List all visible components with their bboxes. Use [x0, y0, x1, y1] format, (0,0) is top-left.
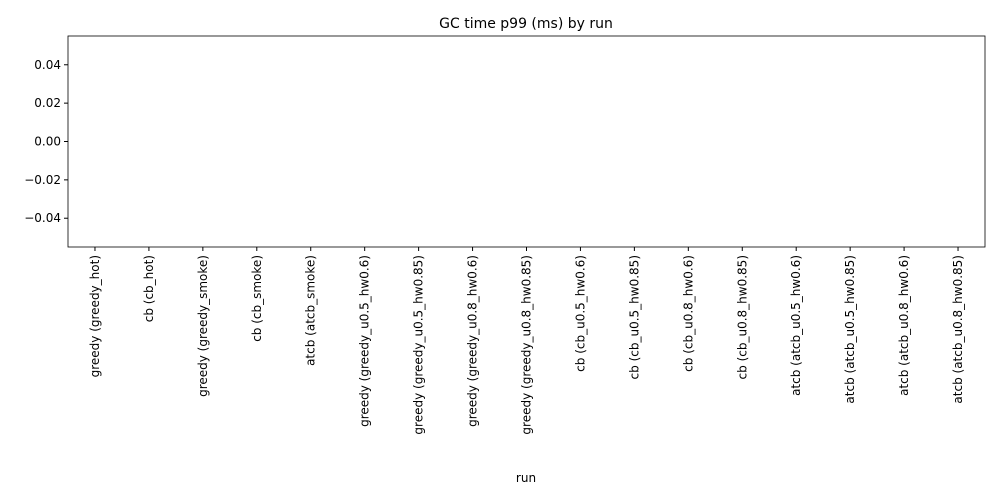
x-tick-label: cb (cb_smoke)	[250, 255, 264, 342]
x-tick-label: cb (cb_u0.8_hw0.85)	[735, 255, 749, 379]
chart-title: GC time p99 (ms) by run	[439, 16, 613, 32]
y-tick-label: 0.04	[34, 58, 61, 72]
y-tick-label: −0.02	[24, 173, 61, 187]
x-tick-label: greedy (greedy_smoke)	[196, 255, 210, 397]
x-tick-label: atcb (atcb_u0.5_hw0.6)	[789, 255, 803, 396]
x-tick-label: greedy (greedy_u0.5_hw0.85)	[412, 255, 426, 435]
x-tick-label: atcb (atcb_smoke)	[304, 255, 318, 366]
x-tick-label: greedy (greedy_u0.8_hw0.85)	[520, 255, 534, 435]
plot-frame	[67, 35, 986, 248]
x-tick-label: cb (cb_u0.5_hw0.85)	[627, 255, 641, 379]
y-tick-label: −0.04	[24, 211, 61, 225]
y-tick-label: 0.00	[34, 135, 61, 149]
x-tick-label: cb (cb_u0.8_hw0.6)	[681, 255, 695, 372]
x-tick-label: greedy (greedy_u0.8_hw0.6)	[466, 255, 480, 427]
x-tick-label: greedy (greedy_u0.5_hw0.6)	[358, 255, 372, 427]
x-tick-label: greedy (greedy_hot)	[88, 255, 102, 377]
x-tick-label: cb (cb_hot)	[142, 255, 156, 322]
x-tick-label: atcb (atcb_u0.8_hw0.6)	[897, 255, 911, 396]
x-axis-label: run	[516, 471, 536, 485]
x-tick-label: atcb (atcb_u0.5_hw0.85)	[843, 255, 857, 404]
x-tick-label: cb (cb_u0.5_hw0.6)	[573, 255, 587, 372]
x-tick-label: atcb (atcb_u0.8_hw0.85)	[951, 255, 965, 404]
y-tick-label: 0.02	[34, 96, 61, 110]
